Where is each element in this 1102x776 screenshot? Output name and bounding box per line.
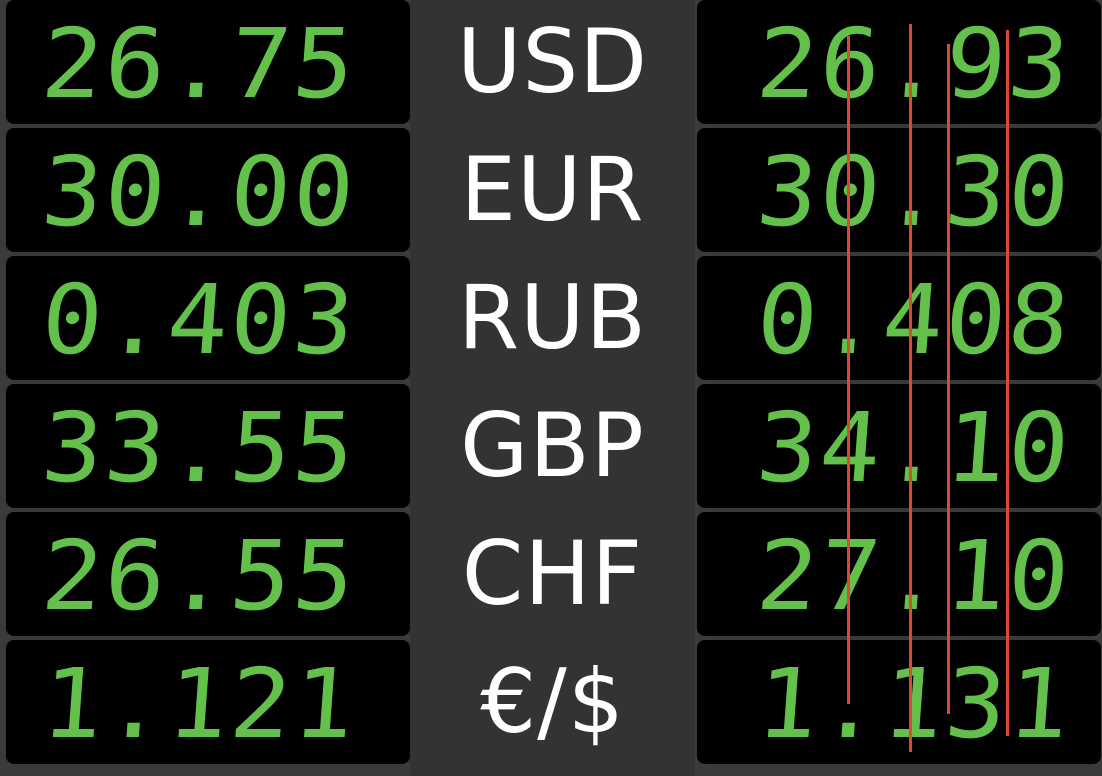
sell-rate-gbp: 34.10 (752, 392, 1076, 504)
buy-rate-panel-rub: 0.403 (6, 256, 410, 380)
sell-rate-panel-gbp: 34.10 (697, 384, 1101, 508)
sell-rate-usd: 26.93 (752, 8, 1076, 120)
sell-rate-eur: 30.30 (752, 136, 1076, 248)
buy-rate-panel-usd: 26.75 (6, 0, 410, 124)
currency-label-eur-usd: €/$ (480, 650, 625, 753)
buy-rate-panel-eur: 30.00 (6, 128, 410, 252)
buy-rate-panel-eur-usd: 1.121 (6, 640, 410, 764)
buy-rate-eur: 30.00 (37, 136, 361, 248)
buy-rate-chf: 26.55 (37, 520, 361, 632)
sell-rate-panel-eur-usd: 1.131 (697, 640, 1101, 764)
annotation-line (909, 24, 912, 752)
sell-rate-rub: 0.408 (752, 264, 1076, 376)
currency-label-chf: CHF (461, 522, 644, 625)
currency-label-eur: EUR (460, 138, 645, 241)
currency-label-usd: USD (456, 10, 649, 113)
currency-label-column (410, 0, 695, 776)
buy-rate-gbp: 33.55 (37, 392, 361, 504)
sell-rate-panel-eur: 30.30 (697, 128, 1101, 252)
currency-label-rub: RUB (458, 266, 647, 369)
sell-rate-panel-chf: 27.10 (697, 512, 1101, 636)
buy-rate-eur-usd: 1.121 (37, 648, 361, 760)
buy-rate-rub: 0.403 (37, 264, 361, 376)
annotation-line (947, 44, 950, 714)
annotation-line (847, 36, 850, 704)
sell-rate-chf: 27.10 (752, 520, 1076, 632)
sell-rate-panel-rub: 0.408 (697, 256, 1101, 380)
buy-rate-panel-gbp: 33.55 (6, 384, 410, 508)
sell-rate-panel-usd: 26.93 (697, 0, 1101, 124)
currency-label-gbp: GBP (460, 394, 645, 497)
buy-rate-panel-chf: 26.55 (6, 512, 410, 636)
buy-rate-usd: 26.75 (37, 8, 361, 120)
annotation-line (1006, 30, 1009, 736)
sell-rate-eur-usd: 1.131 (752, 648, 1076, 760)
